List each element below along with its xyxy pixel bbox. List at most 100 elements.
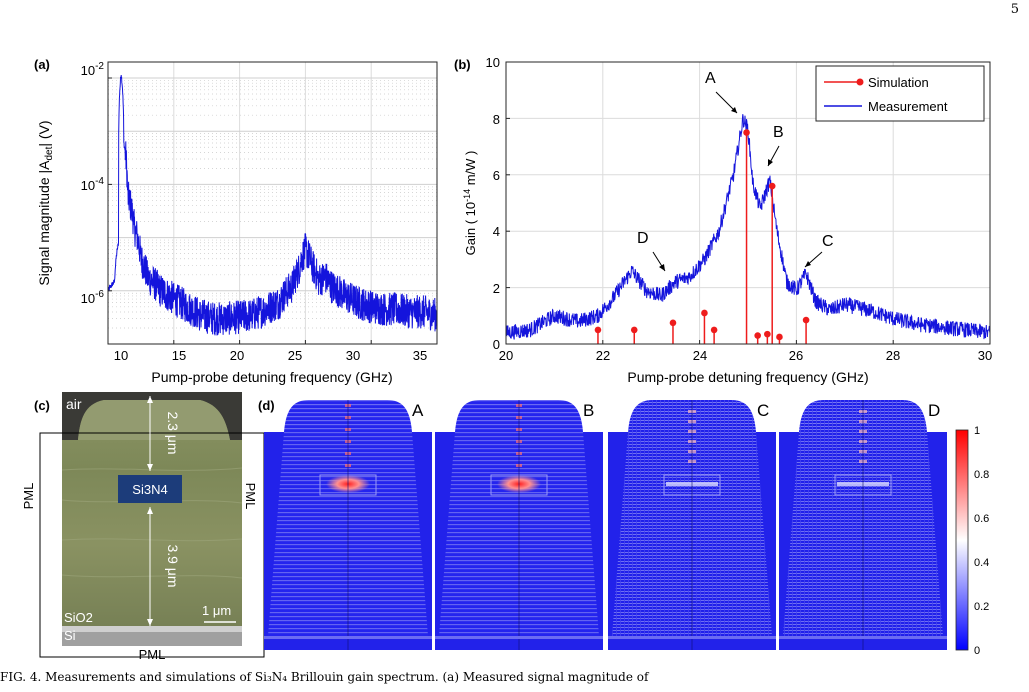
panel-a-axes-frame [107,61,438,345]
x-tick-label: 28 [886,348,900,363]
panel-b-legend: Simulation Measurement [815,65,985,122]
sem-substrate-top [62,626,242,632]
panel-c: (c) Si3N4 air 2.3 μm 3.9 μm PML PML PML … [21,392,265,662]
annotation-b-arrowhead [768,159,773,166]
x-tick-label: 30 [978,348,992,363]
panel-b: (b) 0 2 4 6 8 10 20 22 24 26 28 30 Pump-… [454,55,992,385]
mode-label-d: D [928,401,940,420]
colorbar [955,429,969,651]
dim-bottom-arrowhead-down [147,619,153,626]
x-tick-label: 20 [499,348,513,363]
y-tick-label: 4 [493,224,500,239]
panel-a-x-axis-title: Pump-probe detuning frequency (GHz) [151,369,392,385]
colorbar-tick: 0.4 [974,557,989,569]
annotation-d: D [637,230,649,247]
figure: (a) 10-2 10-4 10-6 10 15 20 25 30 35 Pum… [21,55,992,662]
panel-a: (a) 10-2 10-4 10-6 10 15 20 25 30 35 Pum… [34,57,438,385]
colorbar-tick: 1 [974,425,980,437]
legend-simulation-marker [856,78,864,86]
y-tick-label: 10-6 [81,289,105,306]
mode-label-c: C [757,401,769,420]
panel-b-ticks [505,61,991,345]
simulation-marker [701,309,708,317]
pml-bottom-label: PML [139,647,166,662]
panel-b-y-axis-title: Gain ( 10-14 m/W ) [462,151,478,256]
mode-substrate-band [264,636,432,639]
x-tick-label: 24 [693,348,707,363]
panel-c-label: (c) [34,398,50,413]
mode-label-a: A [412,401,424,420]
simulation-marker [743,129,750,136]
y-tick-label: 8 [493,112,500,127]
y-tick-label: 2 [493,281,500,296]
y-tick-label: 0 [493,337,500,352]
mode-profiles [264,400,947,650]
dim-bottom-arrowhead-up [147,507,153,514]
panel-a-x-tick-labels: 10 15 20 25 30 35 [114,348,427,363]
pml-right-label: PML [243,483,258,510]
pml-left-label: PML [21,483,36,510]
x-tick-label: 22 [596,348,610,363]
mode-profile [608,400,776,650]
panel-b-label: (b) [454,57,471,72]
panel-a-ticks [107,77,438,344]
panel-b-plot-area [506,114,990,344]
page-number: 5 [1010,2,1019,17]
mode-substrate-band [435,636,603,639]
annotation-c: C [822,233,834,250]
scale-bar-label: 1 μm [202,603,231,618]
panel-b-x-axis-title: Pump-probe detuning frequency (GHz) [627,369,868,385]
legend-measurement-label: Measurement [868,99,948,114]
waveguide-core [118,475,182,503]
panel-b-x-tick-labels: 20 22 24 26 28 30 [499,348,992,363]
colorbar-tick: 0.6 [974,513,989,525]
annotation-d-arrowhead [659,264,665,271]
colorbar-tick: 0.8 [974,469,989,481]
dim-top-label: 2.3 μm [165,411,181,454]
annotation-a-arrowhead [731,107,737,113]
colorbar-tick: 0.2 [974,601,989,613]
x-tick-label: 10 [114,348,128,363]
panel-d: (d) A B C D 1 0.8 0.6 0.4 0.2 0 [258,398,989,657]
figure-caption: FIG. 4. Measurements and simulations of … [0,670,649,684]
colorbar-tick: 0 [974,645,980,657]
sem-air-region [62,392,242,440]
x-tick-label: 30 [346,348,360,363]
sio2-label: SiO2 [64,610,93,625]
simulation-marker [802,316,810,324]
measured-trace [108,75,437,336]
dim-top-arrowhead-up [147,396,153,403]
simulation-marker [754,332,761,339]
panel-b-annotations: A B C D [637,70,834,272]
mode-substrate-band [779,636,947,639]
panel-a-y-tick-labels: 10-2 10-4 10-6 [81,61,105,306]
air-label: air [66,396,82,412]
legend-box [815,65,985,122]
annotation-a: A [705,70,716,87]
annotation-c-arrowhead [805,261,811,267]
panel-d-label: (d) [258,398,275,413]
dim-bottom-label: 3.9 μm [165,544,181,587]
x-tick-label: 20 [230,348,244,363]
simulation-marker [768,182,776,190]
simulation-marker [630,326,638,334]
annotation-b: B [773,124,784,141]
x-tick-label: 25 [288,348,302,363]
simulation-marker [669,319,677,327]
colorbar-ticks: 1 0.8 0.6 0.4 0.2 0 [974,425,989,657]
y-tick-label: 10-4 [81,176,105,193]
simulation-marker [776,333,783,341]
x-tick-label: 26 [789,348,803,363]
y-tick-label: 10-2 [81,61,105,78]
sem-ridge-top [78,400,230,440]
core-label: Si3N4 [132,482,167,497]
y-tick-label: 6 [493,168,500,183]
y-tick-label: 10 [486,55,500,70]
x-tick-label: 35 [413,348,427,363]
legend-simulation-label: Simulation [868,75,929,90]
panel-b-axes-frame [505,61,991,345]
x-tick-label: 15 [172,348,186,363]
simulation-marker [594,326,602,334]
mode-profile [779,400,947,650]
si-label: Si [64,628,76,643]
